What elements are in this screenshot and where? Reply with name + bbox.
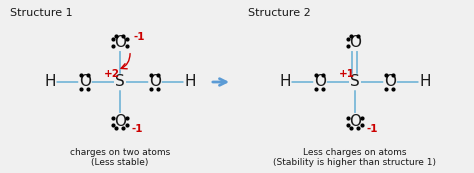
Text: Structure 2: Structure 2: [248, 8, 311, 18]
Text: H: H: [419, 75, 431, 89]
Text: O: O: [114, 114, 126, 129]
Text: +1: +1: [339, 69, 355, 79]
Text: -1: -1: [132, 124, 144, 134]
Text: (Stability is higher than structure 1): (Stability is higher than structure 1): [273, 158, 437, 167]
Text: Less charges on atoms: Less charges on atoms: [303, 148, 407, 157]
Text: O: O: [79, 75, 91, 89]
Text: S: S: [115, 75, 125, 89]
Text: H: H: [44, 75, 56, 89]
Text: charges on two atoms: charges on two atoms: [70, 148, 170, 157]
Text: -1: -1: [367, 124, 379, 134]
Text: Structure 1: Structure 1: [10, 8, 73, 18]
Text: O: O: [114, 35, 126, 50]
Text: +2: +2: [104, 69, 120, 79]
Text: H: H: [279, 75, 291, 89]
Text: -1: -1: [134, 32, 146, 42]
Text: O: O: [314, 75, 326, 89]
Text: O: O: [349, 114, 361, 129]
Text: O: O: [149, 75, 161, 89]
Text: O: O: [349, 35, 361, 50]
Text: (Less stable): (Less stable): [91, 158, 149, 167]
Text: H: H: [184, 75, 196, 89]
Text: S: S: [350, 75, 360, 89]
Text: O: O: [384, 75, 396, 89]
